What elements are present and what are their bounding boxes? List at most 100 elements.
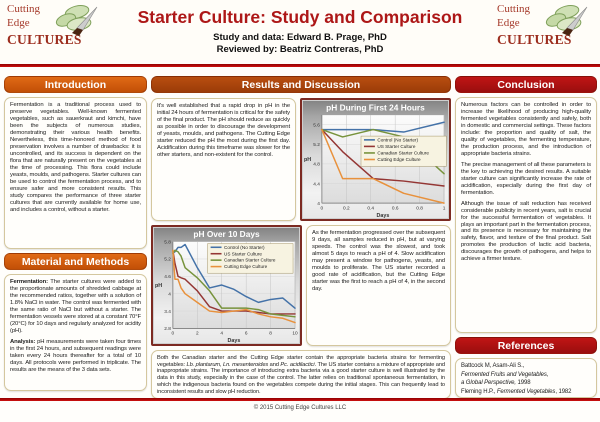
reference-1-title: Fermented Fruits and Vegetables, <box>461 371 549 378</box>
results-summary-box: Both the Canadian starter and the Cuttin… <box>151 350 451 399</box>
svg-text:2.8: 2.8 <box>164 326 171 332</box>
results-text-box-2: As the fermentation progressed over the … <box>306 225 451 346</box>
poster-header: Cutting Edge CULTURES Starter Culture: S… <box>0 0 600 64</box>
reference-2-title: Fermented Vegetables <box>496 388 556 395</box>
logo-word-cultures: CULTURES <box>497 32 572 47</box>
summary-part-3: . The US starter contains a mixture of a… <box>157 361 445 395</box>
logo-word-edge: Edge <box>7 17 30 29</box>
svg-text:US Starter Culture: US Starter Culture <box>377 144 415 149</box>
header-center: Starter Culture: Study and Comparison St… <box>110 0 490 64</box>
header-divider <box>0 64 600 67</box>
reference-1-authors: Battcock M, Asam-Ali S., <box>461 363 525 369</box>
ph-first-24-hours-plot: pH During First 24 Hours 4 4.4 4.8 5.2 5.6 0 0.… <box>304 102 447 219</box>
materials-methods-header: Material and Methods <box>4 253 147 270</box>
logo-word-edge: Edge <box>497 17 520 29</box>
cabbage-knife-icon <box>55 4 98 36</box>
analysis-label: Analysis: <box>10 338 36 345</box>
cabbage-knife-icon <box>545 4 588 36</box>
results-text-2: As the fermentation progressed over the … <box>312 230 445 292</box>
results-summary-text: Both the Canadian starter and the Cuttin… <box>157 355 445 395</box>
results-text-1: It's well established that a rapid drop … <box>157 103 290 158</box>
introduction-header: Introduction <box>4 76 147 93</box>
series-line-2 <box>172 249 296 318</box>
reference-1-subtitle: a Global Perspective, 1998 <box>461 380 591 387</box>
svg-text:1: 1 <box>443 206 446 212</box>
fermentation-label: Fermentation: <box>10 279 48 285</box>
footer-divider <box>0 398 600 401</box>
logo-word-cutting: Cutting <box>7 3 41 15</box>
series-line-3 <box>172 249 296 324</box>
introduction-text: Fermentation is a traditional process us… <box>10 102 141 213</box>
svg-text:3.4: 3.4 <box>164 309 171 315</box>
species-name-italic-2: Pc. acidilactici <box>280 361 315 368</box>
summary-part-1: Both the Canadian starter and the Cuttin… <box>157 355 445 368</box>
series-line-0 <box>172 243 296 309</box>
svg-text:Cutting Edge Culture: Cutting Edge Culture <box>224 264 268 269</box>
reference-1-year: 1998 <box>515 380 531 387</box>
svg-text:5.6: 5.6 <box>313 122 320 128</box>
svg-text:5.2: 5.2 <box>164 257 171 263</box>
copyright-line: © 2015 Cutting Edge Cultures LLC <box>253 405 347 411</box>
svg-text:0.8: 0.8 <box>416 206 423 212</box>
cutting-edge-cultures-logo: Cutting Edge CULTURES <box>5 3 105 61</box>
logo-word-cutting: Cutting <box>497 3 531 15</box>
materials-methods-box: Fermentation: The starter cultures were … <box>4 274 147 391</box>
reference-2: Fleming H.P., Fermented Vegetables, 1982 <box>461 389 591 396</box>
svg-text:0.6: 0.6 <box>392 206 399 212</box>
references-box: Battcock M, Asam-Ali S., Fermented Fruit… <box>455 358 597 398</box>
svg-text:8: 8 <box>269 331 272 337</box>
svg-text:0.2: 0.2 <box>343 206 350 212</box>
svg-text:Control (No Starter): Control (No Starter) <box>377 137 418 142</box>
ph-over-10-days-plot: pH Over 10 Days 2.8 3.4 4 4.6 5.2 5.8 0 2 4 6 8 10 Da… <box>155 230 298 344</box>
references-header: References <box>455 337 597 354</box>
svg-text:4.4: 4.4 <box>313 181 320 187</box>
svg-text:pH: pH <box>155 283 162 289</box>
svg-text:0: 0 <box>321 206 324 212</box>
svg-text:5.2: 5.2 <box>313 142 320 148</box>
svg-text:6: 6 <box>245 331 248 337</box>
species-names-italic: Lb. plantarum, Ln. mesenteroides <box>186 361 269 368</box>
svg-text:Canadian Starter Culture: Canadian Starter Culture <box>377 151 429 156</box>
chart-legend: Control (No Starter)US Starter Culture Ca… <box>207 243 294 274</box>
logo-word-cultures: CULTURES <box>7 32 82 47</box>
introduction-box: Fermentation is a traditional process us… <box>4 97 147 249</box>
reference-2-year: , 1982 <box>555 388 572 395</box>
fermentation-paragraph: Fermentation: The starter cultures were … <box>10 279 141 335</box>
ph-over-10-days-chart: pH Over 10 Days 2.8 3.4 4 4.6 5.2 5.8 0 2 4 6 8 10 Da… <box>151 225 302 346</box>
analysis-text: pH measurements were taken four times in… <box>10 338 141 373</box>
fermentation-text: The starter cultures were added to the p… <box>10 279 141 334</box>
ph-first-24-hours-chart: pH During First 24 Hours 4 4.4 4.8 5.2 5.6 0 0.… <box>300 98 451 221</box>
svg-text:Canadian Starter Culture: Canadian Starter Culture <box>224 258 276 263</box>
results-text-box-1: It's well established that a rapid drop … <box>151 98 296 221</box>
cutting-edge-cultures-logo-right: Cutting Edge CULTURES <box>495 3 595 61</box>
conclusion-paragraph-3: Although the issue of salt reduction has… <box>461 200 591 263</box>
study-author-line: Study and data: Edward B. Prage, PhD <box>213 32 387 43</box>
svg-text:0: 0 <box>172 331 175 337</box>
poster-title: Starter Culture: Study and Comparison <box>137 7 463 27</box>
chart-legend: Control (No Starter) US Starter Culture Ca… <box>360 135 447 167</box>
svg-text:4.6: 4.6 <box>164 274 171 280</box>
svg-text:2: 2 <box>196 331 199 337</box>
svg-text:10: 10 <box>292 331 298 337</box>
svg-text:Days: Days <box>228 338 241 344</box>
svg-text:Cutting Edge Culture: Cutting Edge Culture <box>377 157 421 162</box>
svg-text:Control (No Starter): Control (No Starter) <box>224 245 265 250</box>
svg-text:pH Over 10 Days: pH Over 10 Days <box>193 230 260 239</box>
summary-part-2: and <box>268 361 281 368</box>
svg-text:pH: pH <box>304 157 311 163</box>
svg-text:5.8: 5.8 <box>164 239 171 245</box>
reviewer-line: Reviewed by: Beatriz Contreras, PhD <box>216 44 384 55</box>
svg-text:4.8: 4.8 <box>313 162 320 168</box>
analysis-paragraph: Analysis: pH measurements were taken fou… <box>10 339 141 374</box>
reference-2-author: Fleming H.P., <box>461 388 497 395</box>
svg-text:US Starter Culture: US Starter Culture <box>224 251 262 256</box>
svg-text:4: 4 <box>220 331 223 337</box>
svg-text:4: 4 <box>168 291 171 297</box>
svg-text:Days: Days <box>377 213 390 219</box>
svg-text:4: 4 <box>317 201 320 207</box>
reference-1-subtitle-italic: a Global Perspective, <box>461 380 516 387</box>
conclusion-header: Conclusion <box>455 76 597 93</box>
series-line-3 <box>321 128 445 204</box>
results-discussion-header: Results and Discussion <box>151 76 451 93</box>
